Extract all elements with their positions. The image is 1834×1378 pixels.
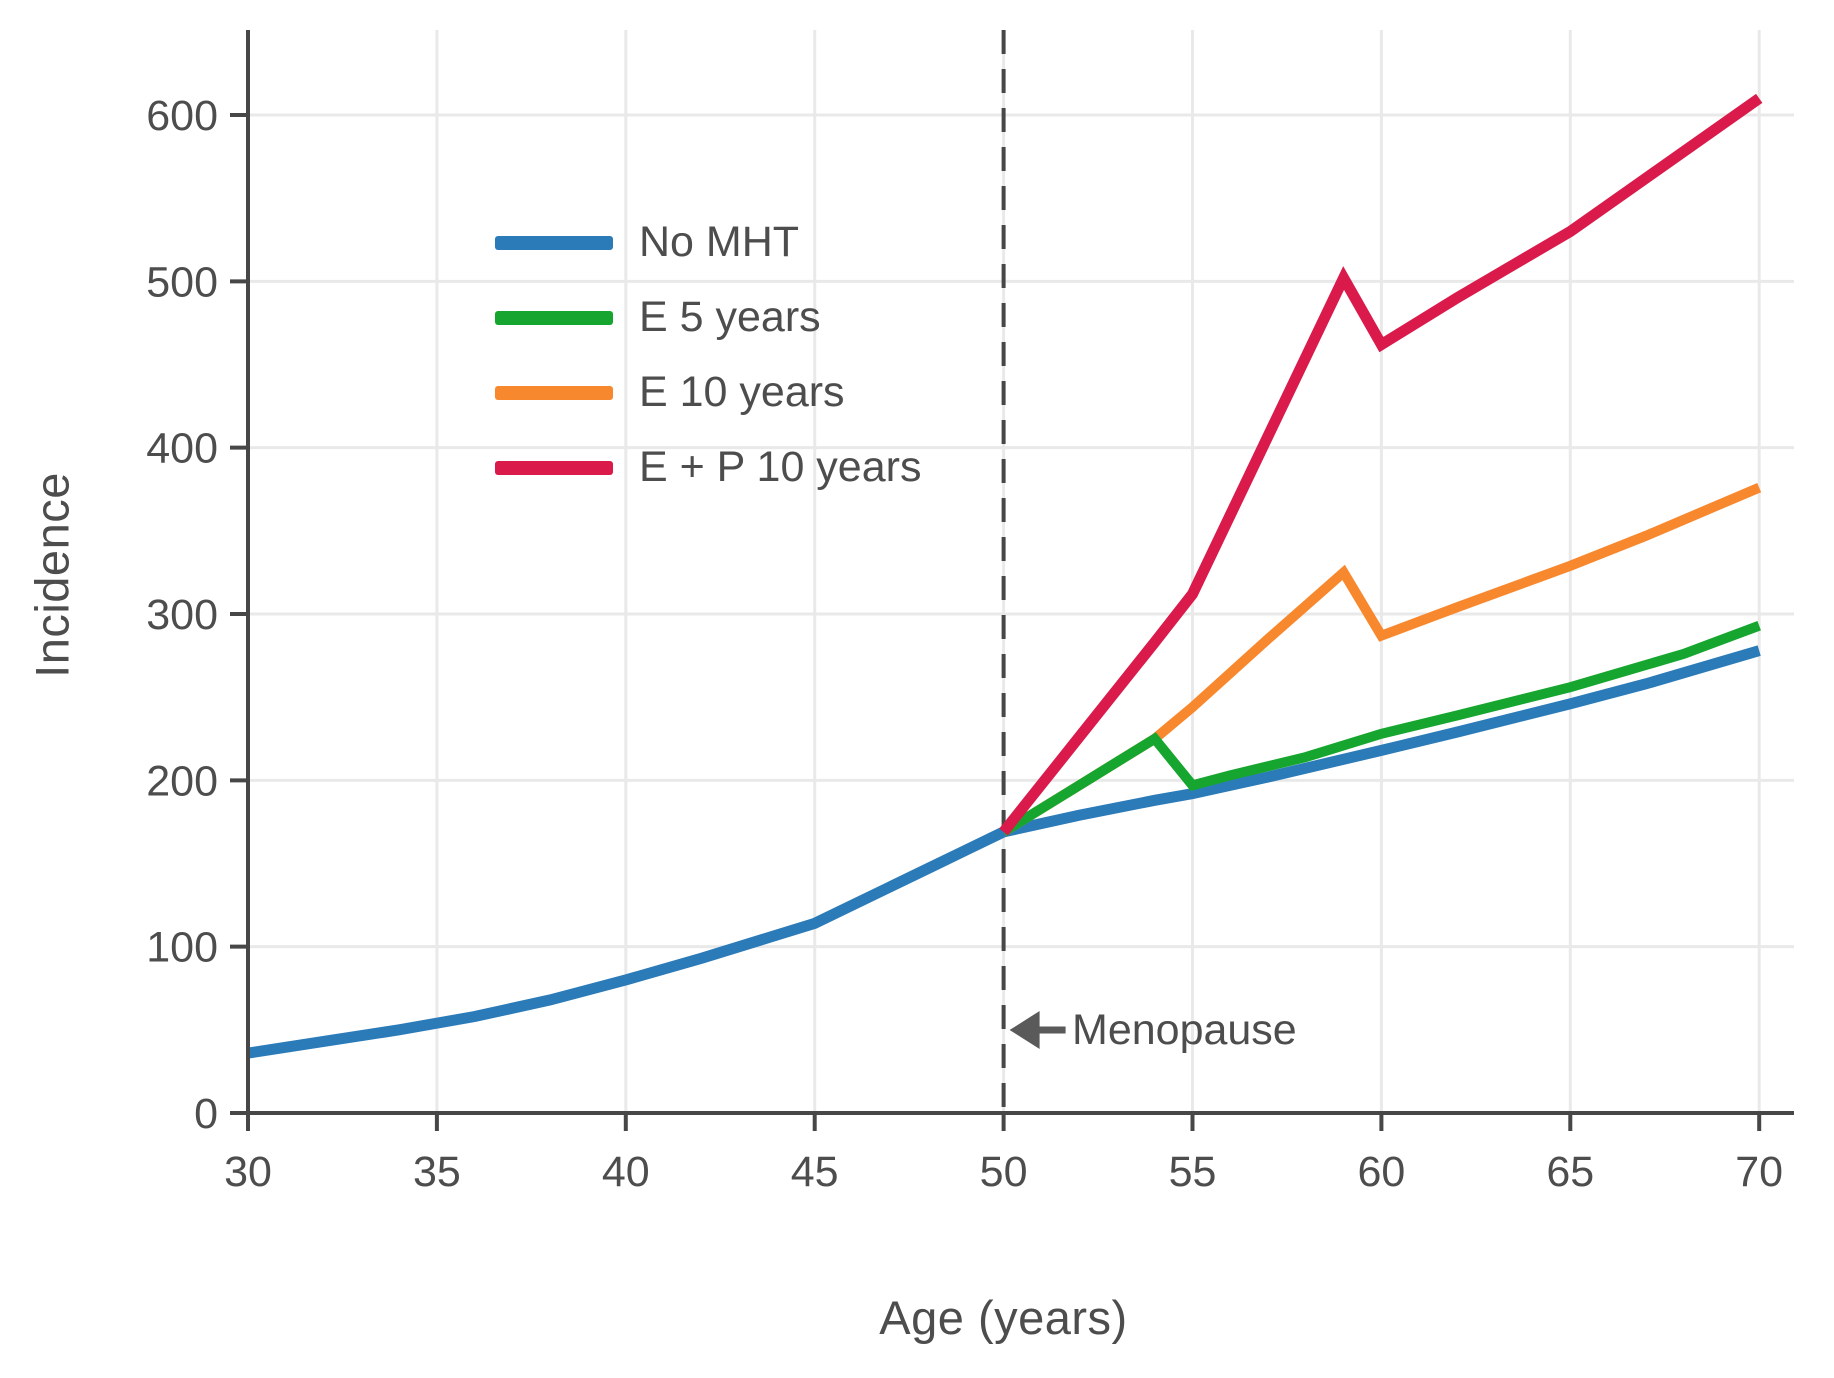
- legend-label-e-p-10-years: E + P 10 years: [639, 443, 922, 491]
- legend-row-e-5-years: E 5 years: [495, 280, 921, 355]
- x-tick-label: 45: [791, 1148, 839, 1196]
- x-tick-label: 60: [1357, 1148, 1405, 1196]
- y-axis-title: Incidence: [25, 472, 79, 678]
- legend-swatch-e-5-years: [495, 310, 613, 325]
- x-tick-label: 35: [413, 1148, 461, 1196]
- legend-label-no-mht: No MHT: [639, 218, 800, 266]
- menopause-arrow-head: [1009, 1011, 1040, 1049]
- menopause-annotation: Menopause: [1072, 1006, 1297, 1054]
- x-axis-title: Age (years): [879, 1291, 1128, 1344]
- y-tick-label: 300: [146, 591, 218, 639]
- legend-row-e-10-years: E 10 years: [495, 355, 921, 430]
- x-tick-label: 50: [980, 1148, 1028, 1196]
- series-line-e-5-years: [1000, 620, 1761, 837]
- y-tick-label: 200: [146, 757, 218, 805]
- legend-swatch-e-10-years: [495, 385, 613, 400]
- y-tick-label: 400: [146, 425, 218, 473]
- x-tick-label: 40: [602, 1148, 650, 1196]
- legend-swatch-no-mht: [495, 235, 613, 250]
- y-tick-label: 600: [146, 92, 218, 140]
- x-tick-label: 30: [224, 1148, 272, 1196]
- x-tick-label: 55: [1169, 1148, 1217, 1196]
- legend: No MHT E 5 years E 10 years E + P 10 yea…: [495, 205, 921, 505]
- legend-row-no-mht: No MHT: [495, 205, 921, 280]
- legend-label-e-5-years: E 5 years: [639, 293, 821, 341]
- series-line-no-mht: [247, 645, 1761, 1059]
- legend-row-e-p-10-years: E + P 10 years: [495, 430, 921, 505]
- y-tick-label: 0: [194, 1090, 218, 1138]
- y-tick-label: 500: [146, 258, 218, 306]
- series-line-e-p-10-years: [999, 93, 1763, 836]
- x-tick-label: 70: [1735, 1148, 1783, 1196]
- legend-label-e-10-years: E 10 years: [639, 368, 845, 416]
- x-tick-label: 65: [1546, 1148, 1594, 1196]
- legend-swatch-e-p-10-years: [495, 460, 613, 475]
- y-tick-label: 100: [146, 924, 218, 972]
